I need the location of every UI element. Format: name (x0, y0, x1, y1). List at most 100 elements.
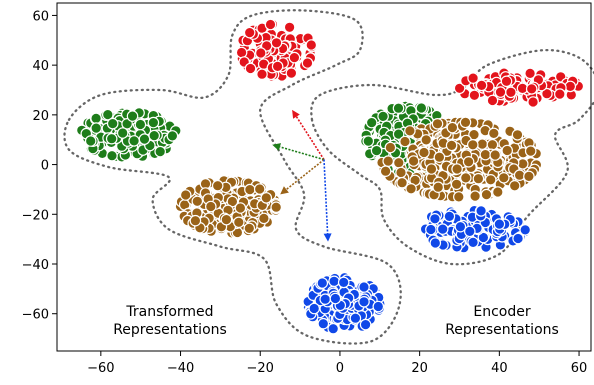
data-point (372, 300, 385, 313)
arrow-head (272, 143, 281, 151)
data-point (305, 39, 318, 51)
data-point (494, 86, 507, 98)
data-point (392, 128, 405, 140)
data-point (564, 80, 577, 93)
data-point (256, 68, 268, 80)
data-point (128, 135, 140, 147)
data-point (90, 122, 102, 134)
data-point (475, 205, 487, 217)
data-point (317, 317, 330, 330)
data-point (524, 67, 536, 80)
data-point (359, 318, 372, 331)
y-tick-label: −20 (22, 208, 49, 223)
data-point (254, 47, 267, 59)
data-point (243, 26, 256, 39)
data-point (425, 223, 437, 236)
transformation-arrows (272, 109, 332, 242)
data-point (384, 141, 397, 154)
x-tick-label: −20 (247, 361, 274, 376)
data-point (519, 224, 531, 236)
data-point (243, 222, 256, 235)
data-point (84, 135, 97, 147)
data-point (106, 117, 119, 130)
data-point (244, 183, 256, 196)
data-point (436, 223, 449, 235)
arrow-shaft (323, 159, 329, 234)
data-point (459, 172, 472, 184)
data-point (454, 220, 467, 233)
data-points (76, 18, 585, 335)
plot-frame (56, 2, 592, 352)
data-point (258, 212, 270, 225)
data-point (358, 281, 370, 293)
data-point (148, 129, 160, 142)
data-point (404, 125, 416, 137)
y-tick-label: −40 (22, 258, 49, 273)
data-point (467, 72, 479, 84)
data-point (486, 94, 499, 107)
data-point (233, 216, 245, 229)
data-point (358, 295, 370, 308)
data-point (234, 202, 247, 214)
data-point (271, 60, 284, 73)
data-point (395, 166, 407, 179)
data-point (467, 236, 479, 249)
data-point (205, 200, 217, 213)
data-point (301, 57, 314, 69)
data-point (497, 172, 510, 184)
x-tick-label: 60 (571, 361, 588, 376)
data-point (166, 130, 179, 142)
x-tick-label: 20 (411, 361, 428, 376)
data-point (327, 322, 339, 335)
data-point (308, 302, 320, 315)
data-point (462, 156, 475, 168)
data-point (487, 127, 500, 140)
data-point (527, 96, 539, 108)
data-point (493, 218, 506, 230)
data-point (429, 237, 442, 249)
data-point (512, 232, 524, 245)
y-tick-label: 40 (32, 59, 49, 74)
data-point (270, 201, 282, 213)
data-point (433, 151, 446, 163)
encoder-label-line2: Representations (445, 322, 559, 338)
x-tick-label: −60 (87, 361, 114, 376)
data-point (418, 146, 430, 159)
cluster-encoder-blue (419, 204, 531, 254)
data-point (154, 145, 166, 158)
data-point (484, 174, 497, 186)
x-tick-label: −40 (167, 361, 194, 376)
data-point (477, 231, 490, 244)
arrow-head (323, 233, 332, 242)
arrow-blue (323, 159, 332, 242)
arrow-red (292, 109, 325, 161)
data-point (138, 133, 151, 145)
data-point (211, 179, 224, 192)
data-point (472, 172, 485, 185)
data-point (370, 144, 383, 157)
data-point (463, 225, 476, 238)
cluster-transformed-red (235, 18, 318, 82)
data-point (396, 176, 408, 189)
data-point (102, 108, 114, 121)
data-point (191, 195, 204, 208)
arrow-shaft (285, 158, 325, 191)
data-point (264, 18, 277, 31)
cluster-transformed-green (76, 107, 182, 163)
data-point (459, 116, 472, 129)
data-point (501, 144, 513, 157)
data-point (189, 214, 202, 227)
y-tick-label: 60 (32, 9, 49, 24)
transformed-boundary (63, 9, 402, 345)
data-point (466, 139, 479, 151)
transformed-label-line2: Representations (113, 322, 227, 338)
arrow-shaft (279, 146, 325, 161)
data-point (319, 293, 331, 305)
data-point (116, 127, 129, 139)
data-point (452, 191, 465, 203)
data-point (486, 138, 499, 151)
x-tick-label: 40 (491, 361, 508, 376)
data-point (316, 277, 329, 289)
data-point (525, 83, 538, 95)
data-point (337, 276, 350, 289)
